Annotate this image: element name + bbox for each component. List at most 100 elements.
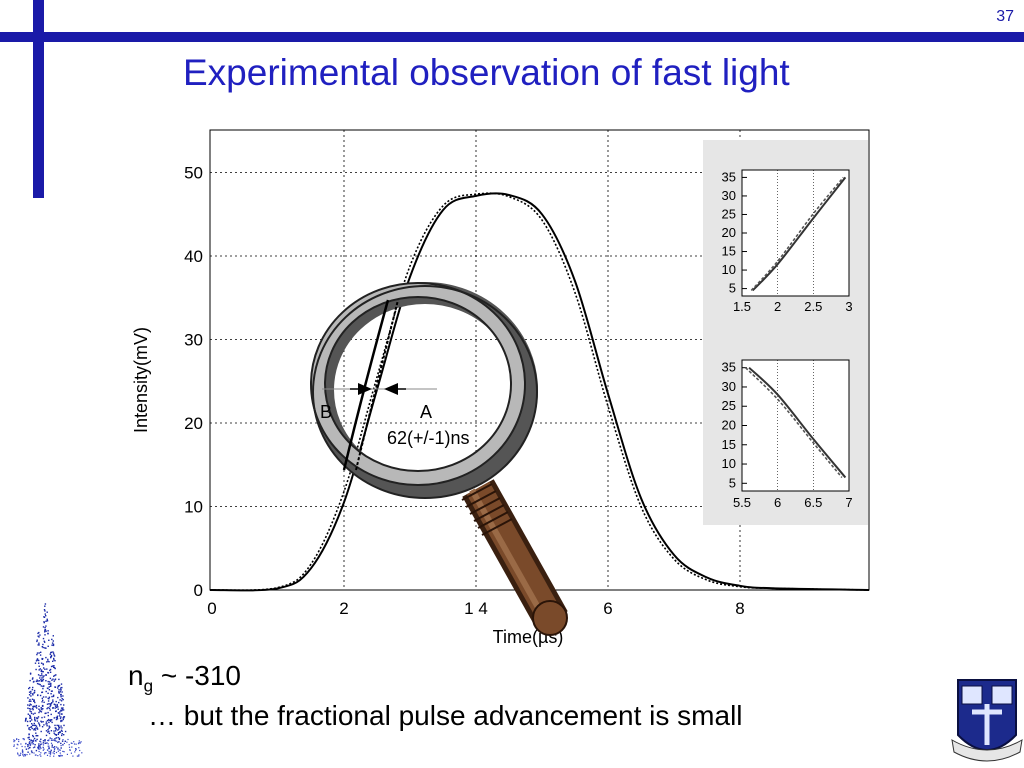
pulse-dot (57, 712, 60, 714)
pulse-dot (41, 743, 43, 745)
pulse-dot (31, 723, 33, 725)
pulse-dot (29, 698, 31, 701)
pulse-dot (48, 681, 51, 683)
x-tick-label: 6 (603, 599, 612, 618)
pulse-dot (40, 741, 42, 743)
pulse-dot (60, 747, 62, 749)
pulse-dot (58, 701, 60, 704)
pulse-dot (54, 674, 56, 677)
pulse-dot (55, 716, 57, 719)
pulse-dot (34, 718, 36, 720)
pulse-dot (35, 740, 37, 742)
pulse-dot (45, 625, 47, 627)
pulse-dot (57, 708, 59, 710)
pulse-dot (45, 696, 47, 698)
pulse-dot (42, 696, 45, 698)
pulse-dot (44, 605, 46, 607)
pulse-dot (55, 728, 57, 730)
pulse-dot (40, 662, 43, 664)
pulse-dot (21, 745, 23, 748)
pulse-dot (43, 748, 45, 750)
pulse-dot (23, 739, 25, 741)
pulse-dot (42, 671, 44, 673)
pulse-dot (52, 644, 55, 647)
pulse-dot (39, 725, 41, 727)
pulse-dot (61, 734, 63, 737)
pulse-dot (29, 729, 31, 731)
pulse-dot (53, 654, 55, 656)
pulse-dot (35, 732, 37, 734)
vertical-accent-bar (33, 0, 44, 198)
pulse-dot (58, 755, 60, 757)
pulse-dot (47, 745, 49, 747)
pulse-dot (62, 739, 64, 741)
pulse-dot (52, 701, 54, 703)
pulse-dot (22, 753, 24, 755)
pulse-dot (34, 712, 36, 714)
pulse-dot (73, 741, 75, 743)
delay-label: 62(+/-1)ns (387, 428, 470, 448)
pulse-dot (58, 715, 61, 717)
pulse-dot (46, 703, 49, 705)
pulse-dot (54, 705, 57, 707)
pulse-dot (61, 730, 63, 732)
pulse-dot (29, 741, 31, 744)
inset-y-tick-label: 30 (722, 188, 736, 203)
pulse-dot (80, 741, 82, 743)
inset-y-tick-label: 15 (722, 437, 736, 452)
pulse-dot (27, 737, 29, 739)
inset-y-tick-label: 5 (729, 281, 736, 296)
pulse-dot (39, 694, 42, 697)
pulse-dot (28, 687, 30, 690)
pulse-dot (29, 673, 32, 675)
pulse-dot (44, 631, 46, 633)
pulse-dot (29, 717, 31, 719)
pulse-dot (50, 752, 52, 754)
pulse-dot (49, 705, 51, 708)
pulse-dot (68, 744, 70, 746)
pulse-dot (28, 738, 31, 741)
pulse-dot (39, 740, 41, 742)
pulse-dot (37, 747, 39, 749)
pulse-dot (30, 692, 32, 694)
inset-series-dotted (745, 367, 843, 479)
pulse-dot (50, 704, 52, 706)
pulse-dot (66, 753, 68, 755)
pulse-dot (42, 643, 44, 646)
pulse-dot (47, 731, 49, 733)
pulse-dot (33, 746, 36, 748)
pulse-dot (53, 730, 55, 732)
pulse-dot (38, 631, 40, 634)
pulse-dot (51, 719, 53, 721)
pulse-graphic (13, 603, 83, 757)
pulse-dot (43, 621, 45, 623)
x-tick-label: 1 4 (464, 599, 488, 618)
pulse-dot (26, 720, 29, 723)
pulse-dot (71, 742, 73, 744)
pulse-dot (61, 727, 63, 729)
pulse-dot (22, 754, 24, 756)
pulse-dot (42, 626, 45, 628)
pulse-dot (32, 740, 35, 742)
pulse-dot (40, 752, 42, 754)
inset-y-tick-label: 20 (722, 225, 736, 240)
pulse-dot (37, 716, 40, 718)
pulse-dot (68, 746, 71, 748)
pulse-dot (13, 741, 15, 743)
pulse-dot (32, 708, 34, 711)
y-axis-label: Intensity(mV) (131, 327, 151, 433)
pulse-dot (48, 661, 50, 663)
pulse-dot (40, 730, 42, 733)
pulse-dot (60, 755, 62, 757)
pulse-dot (62, 717, 64, 719)
pulse-dot (29, 703, 31, 705)
pulse-dot (53, 680, 55, 682)
pulse-dot (30, 712, 33, 715)
x-tick-label: 8 (735, 599, 744, 618)
pulse-dot (49, 683, 51, 685)
pulse-dot (52, 652, 55, 654)
pulse-dot (58, 741, 60, 743)
pulse-dot (26, 754, 28, 756)
pulse-dot (66, 741, 68, 743)
pulse-dot (53, 753, 55, 755)
